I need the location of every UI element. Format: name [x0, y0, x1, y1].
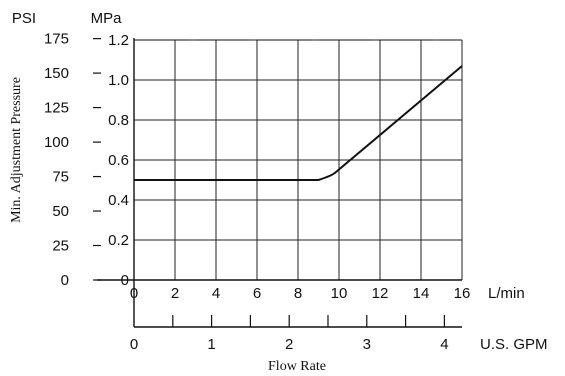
- lmin-tick-label: 8: [294, 285, 302, 302]
- mpa-tick-label: 0.6: [108, 152, 129, 169]
- psi-tick-label: 150: [44, 65, 69, 82]
- mpa-tick-label: 1.2: [108, 32, 129, 49]
- psi-tick-label: 0: [61, 272, 69, 289]
- lmin-tick-label: 4: [212, 285, 220, 302]
- psi-tick-label: 125: [44, 100, 69, 117]
- gpm-tick-label: 2: [285, 336, 293, 353]
- psi-tick-label: 50: [52, 203, 69, 220]
- y-unit-psi: PSI: [12, 10, 36, 27]
- mpa-tick-label: 0.2: [108, 232, 129, 249]
- gpm-tick-label: 1: [207, 336, 215, 353]
- gpm-tick-label: 4: [440, 336, 448, 353]
- gpm-tick-label: 0: [130, 336, 138, 353]
- pressure-curve: [134, 65, 463, 181]
- x-axis-title: Flow Rate: [268, 359, 326, 374]
- series: [134, 65, 463, 181]
- mpa-tick-label: 1.0: [108, 72, 129, 89]
- x-unit-gpm: U.S. GPM: [480, 336, 548, 353]
- lmin-tick-label: 14: [413, 285, 430, 302]
- psi-tick-label: 100: [44, 134, 69, 151]
- x-unit-lmin: L/min: [488, 285, 525, 302]
- psi-tick-label: 75: [52, 169, 69, 186]
- plot-frame: [133, 38, 462, 327]
- lmin-tick-label: 12: [372, 285, 389, 302]
- y-axis-title: Min. Adjustment Pressure: [9, 77, 24, 223]
- psi-tick-label: 175: [44, 31, 69, 48]
- psi-tick-label: 25: [52, 238, 69, 255]
- mpa-tick-label: 0: [121, 272, 129, 289]
- lmin-tick-label: 6: [253, 285, 261, 302]
- mpa-tick-label: 0.4: [108, 192, 129, 209]
- lmin-tick-label: 2: [171, 285, 179, 302]
- lmin-tick-label: 16: [454, 285, 471, 302]
- gpm-tick-label: 3: [363, 336, 371, 353]
- y-unit-mpa: MPa: [91, 10, 123, 27]
- lmin-tick-label: 10: [331, 285, 348, 302]
- grid: [133, 39, 463, 281]
- lmin-tick-label: 0: [130, 285, 138, 302]
- mpa-tick-label: 0.8: [108, 112, 129, 129]
